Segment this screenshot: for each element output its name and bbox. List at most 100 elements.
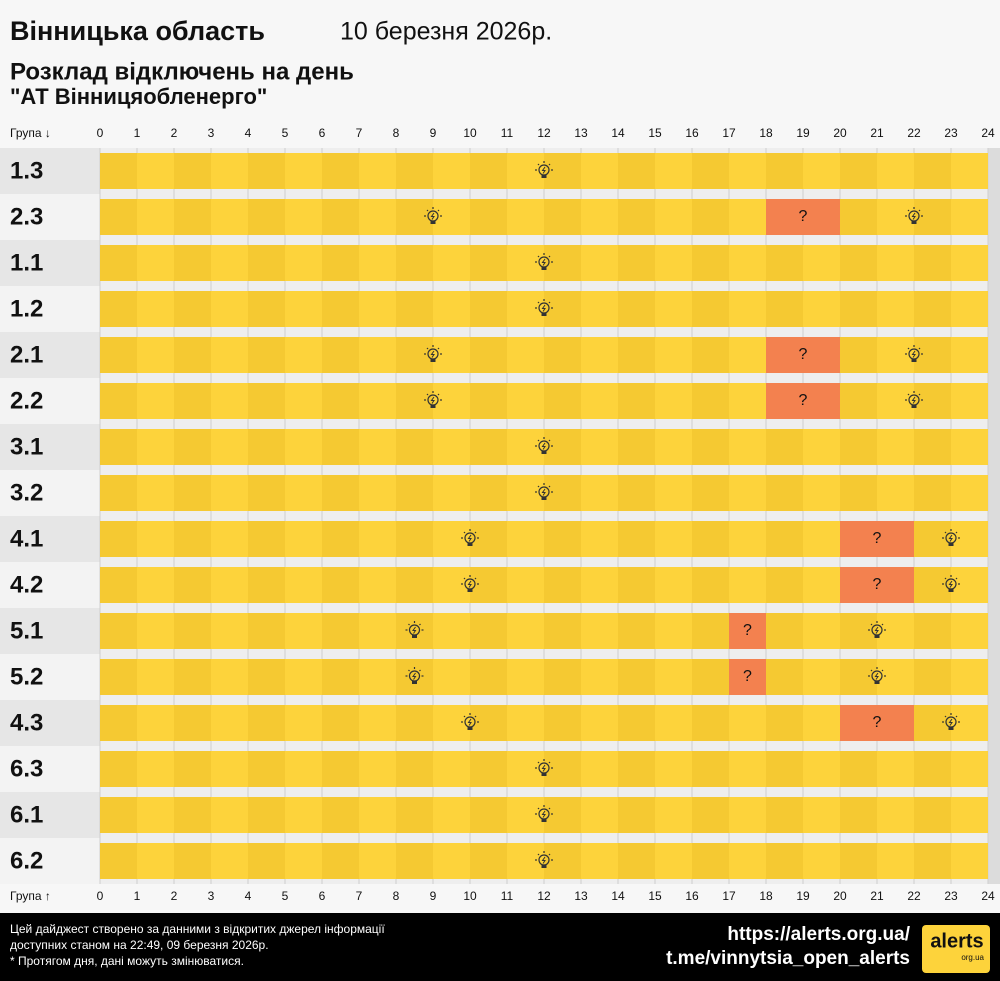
bulb-base bbox=[541, 313, 547, 316]
group-label: 5.1 bbox=[10, 617, 43, 644]
segment bbox=[100, 429, 988, 465]
hour-shade bbox=[396, 291, 433, 327]
x-tick-label: 7 bbox=[356, 126, 363, 140]
x-tick-label: 8 bbox=[393, 889, 400, 903]
hour-shade bbox=[766, 475, 803, 511]
segment bbox=[766, 199, 840, 235]
hour-shade bbox=[618, 659, 655, 695]
bulb-bolt bbox=[541, 258, 546, 266]
hour-shade bbox=[544, 797, 581, 833]
hour-shade bbox=[914, 751, 951, 787]
group-label: 6.2 bbox=[10, 847, 43, 874]
bulb-bolt bbox=[541, 810, 546, 818]
hour-shade bbox=[248, 521, 285, 557]
hour-shade bbox=[544, 567, 581, 603]
hour-shade bbox=[766, 291, 803, 327]
bulb-ray bbox=[955, 715, 958, 718]
hour-shade bbox=[100, 705, 137, 741]
bulb-base bbox=[467, 543, 473, 546]
link[interactable]: https://alerts.org.ua/ bbox=[727, 924, 910, 945]
bulb-ray bbox=[474, 715, 477, 718]
segment-label: ? bbox=[743, 622, 752, 639]
axis-label: Група ↓ bbox=[10, 126, 51, 140]
bulb-base bbox=[430, 405, 436, 408]
x-tick-label: 19 bbox=[796, 889, 810, 903]
bulb-base bbox=[412, 681, 417, 684]
x-tick-label: 21 bbox=[870, 126, 884, 140]
footer-text: доступних станом на 22:49, 09 березня 20… bbox=[10, 938, 269, 952]
segment bbox=[840, 521, 914, 557]
hour-shade bbox=[692, 567, 729, 603]
x-tick-label: 23 bbox=[944, 889, 958, 903]
bulb-ray bbox=[474, 531, 477, 534]
hour-shade bbox=[248, 613, 285, 649]
hour-shade bbox=[766, 705, 803, 741]
bulb-icon bbox=[868, 667, 886, 684]
link[interactable]: t.me/vinnytsia_open_alerts bbox=[666, 948, 910, 969]
segment bbox=[100, 291, 988, 327]
segment bbox=[100, 521, 840, 557]
segment bbox=[766, 383, 840, 419]
bulb-icon bbox=[905, 207, 923, 224]
x-tick-label: 20 bbox=[833, 126, 847, 140]
hour-shade bbox=[914, 843, 951, 879]
bulb-ray bbox=[870, 669, 873, 672]
group-label: 4.1 bbox=[10, 525, 43, 552]
bulb-icon bbox=[535, 759, 553, 776]
hour-shade bbox=[322, 429, 359, 465]
bulb-icon bbox=[535, 805, 553, 822]
hour-shade bbox=[396, 843, 433, 879]
x-tick-label: 21 bbox=[870, 889, 884, 903]
bulb-ray bbox=[437, 393, 440, 396]
hour-shade bbox=[470, 843, 507, 879]
group-label: 2.2 bbox=[10, 387, 43, 414]
bulb-ray bbox=[955, 577, 958, 580]
hour-shade bbox=[322, 797, 359, 833]
segment bbox=[840, 337, 988, 373]
x-tick-label: 9 bbox=[430, 889, 437, 903]
x-tick-label: 4 bbox=[245, 889, 252, 903]
group-label: 4.3 bbox=[10, 709, 43, 736]
logo-box bbox=[922, 925, 990, 973]
hour-shade bbox=[396, 797, 433, 833]
bulb-bolt bbox=[430, 212, 435, 220]
hour-shade bbox=[100, 567, 137, 603]
hour-shade bbox=[396, 475, 433, 511]
segment-label: ? bbox=[799, 208, 808, 225]
bulb-ray bbox=[881, 669, 884, 672]
bulb-ray bbox=[548, 439, 551, 442]
segment bbox=[729, 659, 766, 695]
hour-shade bbox=[396, 567, 433, 603]
hour-shade bbox=[396, 383, 433, 419]
hour-shade bbox=[914, 797, 951, 833]
hour-shade bbox=[100, 199, 137, 235]
hour-shade bbox=[766, 613, 803, 649]
bulb-ray bbox=[437, 209, 440, 212]
hour-shade bbox=[914, 659, 951, 695]
bulb-bolt bbox=[911, 350, 916, 358]
hour-shade bbox=[322, 245, 359, 281]
bulb-base bbox=[874, 635, 880, 638]
bulb-icon bbox=[905, 391, 923, 408]
bulb-ray bbox=[426, 209, 429, 212]
hour-shade bbox=[174, 613, 211, 649]
hour-shade bbox=[914, 613, 951, 649]
bulb-ray bbox=[955, 531, 958, 534]
x-tick-label: 18 bbox=[759, 126, 773, 140]
bulb-bolt bbox=[948, 534, 953, 542]
bulb-bolt bbox=[541, 764, 546, 772]
hour-shade bbox=[470, 797, 507, 833]
hour-shade bbox=[692, 383, 729, 419]
x-tick-label: 1 bbox=[134, 126, 141, 140]
hour-shade bbox=[174, 797, 211, 833]
hour-shade bbox=[174, 659, 211, 695]
hour-shade bbox=[914, 521, 951, 557]
hour-shade bbox=[470, 613, 507, 649]
bulb-icon bbox=[535, 851, 553, 868]
right-pad bbox=[988, 148, 1000, 884]
hour-shade bbox=[544, 751, 581, 787]
hour-shade bbox=[840, 613, 877, 649]
group-label: 5.2 bbox=[10, 663, 43, 690]
hour-shade bbox=[618, 705, 655, 741]
